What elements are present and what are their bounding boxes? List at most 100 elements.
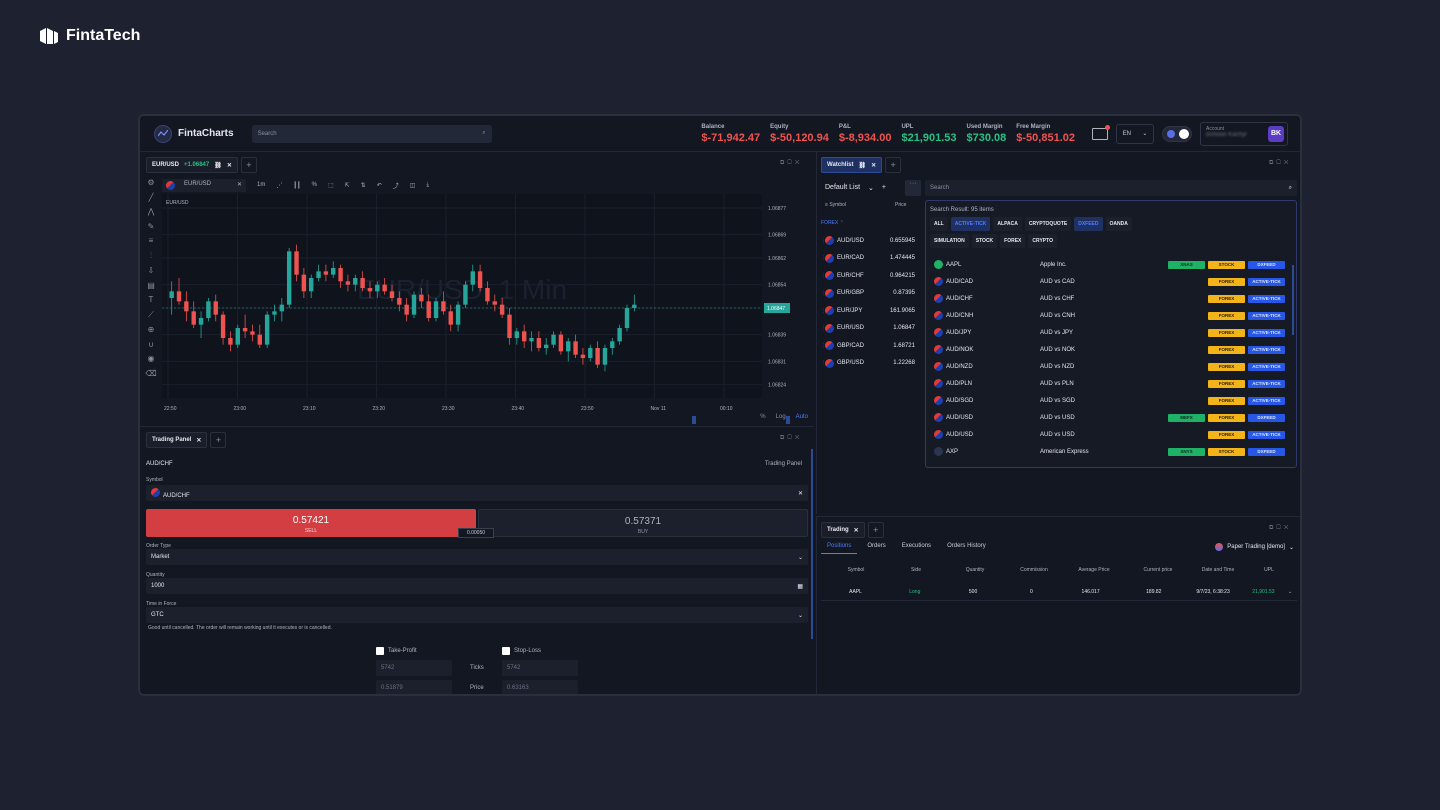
trend-icon[interactable]: ⤴ — [392, 183, 399, 190]
filter-crypto[interactable]: CRYPTO — [1028, 234, 1057, 248]
brush-tool-icon[interactable]: ✎ — [147, 221, 155, 231]
magnet-icon[interactable]: ∪ — [148, 339, 154, 349]
auto-scale-button[interactable]: Auto — [795, 414, 808, 420]
settings-icon[interactable]: ⚙ — [147, 178, 155, 187]
search-result-row[interactable]: AUD/NOK AUD vs NOK FOREX ACTIVE-TICK — [926, 341, 1296, 358]
camera-icon[interactable]: ◫ — [409, 182, 416, 189]
window-controls[interactable]: ⧉▢✕ — [780, 435, 803, 441]
table-row[interactable]: AAPL Long 500 0 146.017 189.82 9/7/23, 6:38:23… — [821, 583, 1297, 601]
search-result-row[interactable]: AUD/CNH AUD vs CNH FOREX ACTIVE-TICK — [926, 307, 1296, 324]
close-icon[interactable]: ✕ — [226, 162, 232, 169]
link-icon[interactable]: ⛓ — [214, 162, 222, 169]
window-controls[interactable]: ⧉▢✕ — [1269, 160, 1292, 166]
add-tab-button[interactable]: + — [867, 522, 884, 538]
undo-icon[interactable]: ↶ — [376, 182, 382, 189]
list-select[interactable]: Default List ⌄ + — [825, 184, 886, 192]
search-result-row[interactable]: AUD/JPY AUD vs JPY FOREX ACTIVE-TICK — [926, 324, 1296, 341]
filter-active-tick[interactable]: ACTIVE-TICK — [950, 217, 991, 231]
tab-watchlist[interactable]: Watchlist ⛓ ✕ — [821, 157, 883, 173]
more-icon[interactable]: ··· — [905, 180, 921, 196]
tab-orders[interactable]: Orders — [867, 543, 886, 549]
search-result-row[interactable]: AUD/PLN AUD vs PLN FOREX ACTIVE-TICK — [926, 375, 1296, 392]
quantity-field[interactable]: 1000 ▦ — [146, 578, 808, 594]
candles-icon[interactable]: ┃┃ — [293, 182, 301, 189]
filter-stock[interactable]: STOCK — [971, 234, 998, 248]
close-icon[interactable]: ✕ — [797, 490, 803, 497]
zoom-icon[interactable]: ⊕ — [147, 325, 155, 334]
sell-button[interactable]: 0.57421 SELL — [146, 509, 476, 537]
sl-ticks-input[interactable]: 5742 — [502, 660, 578, 676]
group-forex[interactable]: FOREX ⌃ — [821, 220, 844, 226]
tp-ticks-input[interactable]: 5742 — [376, 660, 452, 676]
interval-select[interactable]: 1m — [257, 182, 266, 188]
search-result-row[interactable]: AUD/NZD AUD vs NZD FOREX ACTIVE-TICK — [926, 358, 1296, 375]
fib-tool-icon[interactable]: ≡ — [148, 236, 154, 245]
tab-orders-history[interactable]: Orders History — [947, 543, 986, 549]
global-search-input[interactable]: Search ⌕ — [251, 124, 492, 143]
filter-oanda[interactable]: OANDA — [1105, 217, 1132, 231]
cursor-icon[interactable]: ⬚ — [327, 182, 334, 189]
arrow-down-icon[interactable]: ⇩ — [147, 266, 155, 275]
tab-executions[interactable]: Executions — [901, 543, 932, 549]
search-result-row[interactable]: AUD/CAD AUD vs CAD FOREX ACTIVE-TICK — [926, 273, 1296, 290]
up-down-icon[interactable]: ⇅ — [360, 182, 366, 189]
download-icon[interactable]: ⤓ — [426, 181, 430, 188]
link-icon[interactable]: ⛓ — [858, 162, 867, 169]
add-symbol-button[interactable]: + — [881, 184, 886, 191]
channel-tool-icon[interactable]: ⫶ — [150, 250, 152, 260]
buy-button[interactable]: 0.57371 BUY — [478, 509, 808, 537]
take-profit-checkbox[interactable]: Take-Profit — [376, 647, 417, 655]
search-result-row[interactable]: AUD/SGD AUD vs SGD FOREX ACTIVE-TICK — [926, 392, 1296, 409]
close-icon[interactable]: ✕ — [196, 437, 202, 444]
sl-price-input[interactable]: 0.63163 — [502, 680, 578, 694]
search-result-row[interactable]: AAPL Apple Inc. XNAS STOCK DXFEED — [926, 256, 1296, 273]
percent-scale-button[interactable]: % — [760, 414, 766, 420]
close-icon[interactable]: ✕ — [853, 527, 859, 534]
close-icon[interactable]: ✕ — [237, 181, 243, 188]
text-tool-icon[interactable]: T — [148, 295, 154, 304]
tif-select[interactable]: GTC ⌄ — [146, 607, 808, 623]
search-result-row[interactable]: AUD/USD AUD vs USD MEFX FOREX DXFEED — [926, 409, 1296, 426]
symbol-field[interactable]: AUD/CHF ✕ — [146, 485, 808, 501]
notifications-icon[interactable] — [1092, 124, 1110, 140]
line-tool-icon[interactable]: ╱ — [148, 192, 154, 202]
order-type-select[interactable]: Market ⌄ — [146, 549, 808, 565]
filter-dxfeed[interactable]: DXFEED — [1074, 217, 1103, 231]
search-result-row[interactable]: AUD/USD AUD vs USD FOREX ACTIVE-TICK — [926, 426, 1296, 443]
candlestick-chart[interactable]: 1.06877 1.06869 1.06862 1.06854 1.06847 1.068… — [162, 194, 814, 426]
app-logo[interactable]: FintaCharts — [154, 124, 234, 143]
stop-loss-checkbox[interactable]: Stop-Loss — [502, 647, 541, 655]
filter-forex[interactable]: FOREX — [1000, 234, 1026, 248]
theme-toggle[interactable] — [1162, 125, 1192, 142]
search-result-row[interactable]: AXP American Express XNYS STOCK DXFEED — [926, 443, 1296, 460]
scrollbar[interactable] — [1292, 265, 1294, 335]
chart-symbol-select[interactable]: EUR/USD ✕ — [162, 178, 247, 192]
tab-positions[interactable]: Positions — [821, 539, 858, 554]
add-tab-button[interactable]: + — [210, 432, 227, 448]
close-icon[interactable]: ✕ — [871, 162, 877, 169]
add-tab-button[interactable]: + — [240, 157, 257, 173]
account-select[interactable]: Paper Trading [demo] ⌄ — [1215, 543, 1294, 551]
tab-trading-panel[interactable]: Trading Panel ✕ — [146, 432, 208, 448]
tp-price-input[interactable]: 0.51879 — [376, 680, 452, 694]
log-scale-button[interactable]: Log — [775, 414, 786, 420]
tab-trading[interactable]: Trading ✕ — [821, 522, 865, 538]
filter-cryptoquote[interactable]: CRYPTOQUOTE — [1024, 217, 1072, 231]
indicators-icon[interactable]: % — [311, 182, 317, 188]
measure-tool-icon[interactable]: ▤ — [147, 280, 155, 290]
expand-icon[interactable]: ⌄ — [1287, 588, 1293, 595]
calculator-icon[interactable]: ▦ — [797, 583, 803, 590]
trash-icon[interactable]: ⌫ — [145, 368, 157, 378]
scrollbar[interactable] — [811, 449, 813, 639]
pattern-tool-icon[interactable]: ⋀ — [147, 207, 155, 216]
window-controls[interactable]: ⧉▢✕ — [780, 160, 803, 166]
compare-icon[interactable]: ⋰ — [276, 182, 283, 189]
add-tab-button[interactable]: + — [885, 157, 902, 173]
